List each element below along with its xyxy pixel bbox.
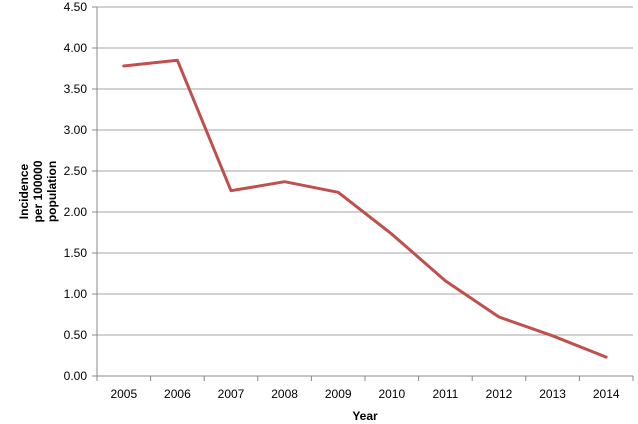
x-tick-label: 2011 bbox=[432, 387, 458, 401]
y-axis-title: Incidenceper 100000population bbox=[17, 160, 59, 222]
x-tick-label: 2009 bbox=[325, 387, 352, 401]
series-line bbox=[122, 58, 608, 359]
y-axis-title-line: Incidence bbox=[17, 164, 31, 220]
y-axis-tick-labels: 0.00 0.50 1.00 1.50 2.00 2.50 3.00 3.50 4.00 4.50 bbox=[64, 0, 97, 383]
x-tick-label: 2014 bbox=[593, 387, 620, 401]
y-tick-label: 3.50 bbox=[64, 82, 88, 96]
x-tick-label: 2006 bbox=[164, 387, 191, 401]
y-tick-label: 4.00 bbox=[64, 41, 88, 55]
x-tick-label: 2007 bbox=[218, 387, 245, 401]
x-tick-label: 2010 bbox=[378, 387, 405, 401]
y-tick-label: 2.00 bbox=[64, 205, 88, 219]
x-tick-label: 2013 bbox=[539, 387, 566, 401]
y-tick-label: 1.50 bbox=[64, 246, 88, 260]
y-tick-label: 4.50 bbox=[64, 0, 88, 14]
series-lines bbox=[122, 58, 608, 359]
x-tick-label: 2008 bbox=[271, 387, 298, 401]
x-axis-tick-labels: 2005 2006 2007 2008 2009 2010 2011 2012 2013 2014 bbox=[110, 387, 619, 401]
y-tick-label: 1.00 bbox=[64, 287, 88, 301]
y-axis-title-line: population bbox=[45, 161, 59, 222]
grid-lines bbox=[97, 6, 633, 336]
x-axis bbox=[96, 7, 634, 381]
x-tick-label: 2005 bbox=[110, 387, 137, 401]
y-tick-label: 2.50 bbox=[64, 164, 88, 178]
y-tick-label: 3.00 bbox=[64, 123, 88, 137]
x-tick-label: 2012 bbox=[486, 387, 513, 401]
x-axis-title: Year bbox=[352, 409, 378, 423]
y-tick-label: 0.50 bbox=[64, 328, 88, 342]
y-tick-label: 0.00 bbox=[64, 369, 88, 383]
y-axis-title-line: per 100000 bbox=[31, 160, 45, 222]
